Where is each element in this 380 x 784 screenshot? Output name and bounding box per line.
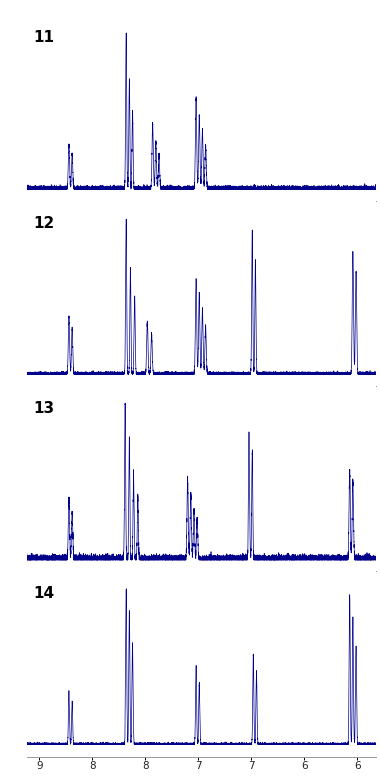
Text: 13: 13 — [33, 401, 55, 416]
Text: 12: 12 — [33, 216, 55, 230]
Text: 11: 11 — [33, 31, 55, 45]
Text: 14: 14 — [33, 586, 55, 601]
